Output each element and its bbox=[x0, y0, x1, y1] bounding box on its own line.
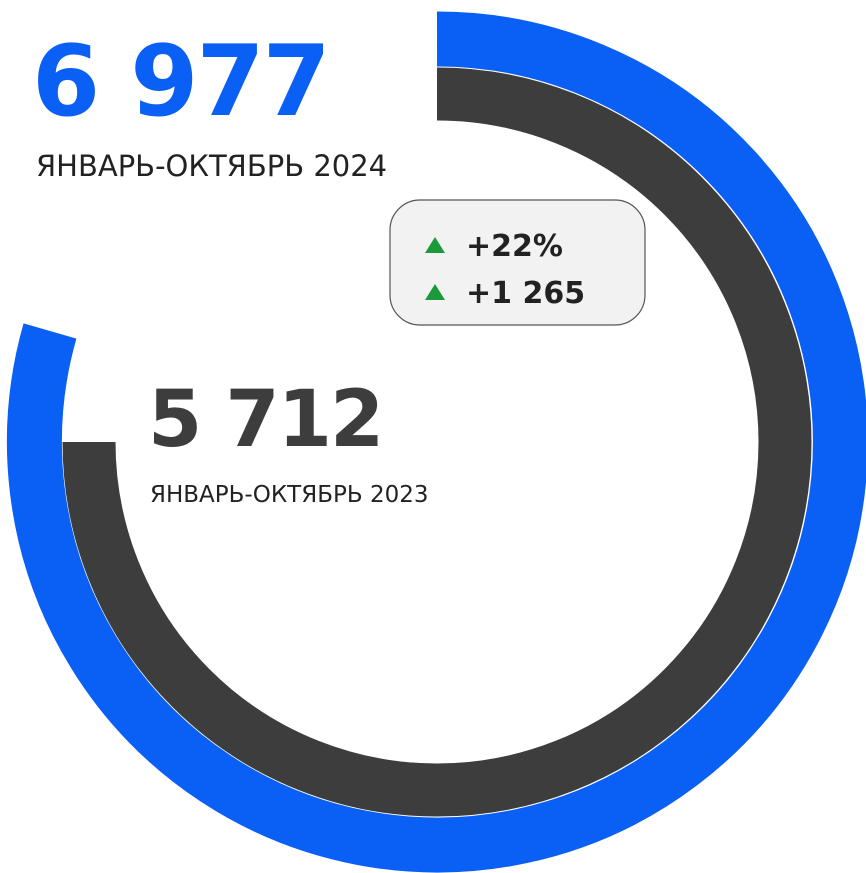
previous-label: ЯНВАРЬ-ОКТЯБРЬ 2023 bbox=[150, 482, 428, 508]
previous-value: 5 712 bbox=[148, 375, 382, 465]
current-value: 6 977 bbox=[32, 25, 329, 139]
up-arrow bbox=[425, 284, 445, 300]
current-arc bbox=[6, 11, 866, 873]
change-percent: +22% bbox=[466, 229, 563, 264]
current-label: ЯНВАРЬ-ОКТЯБРЬ 2024 bbox=[36, 149, 387, 183]
change-badge bbox=[389, 199, 646, 326]
previous-arc bbox=[62, 67, 812, 817]
change-absolute: +1 265 bbox=[466, 276, 585, 311]
up-arrow bbox=[425, 237, 445, 253]
